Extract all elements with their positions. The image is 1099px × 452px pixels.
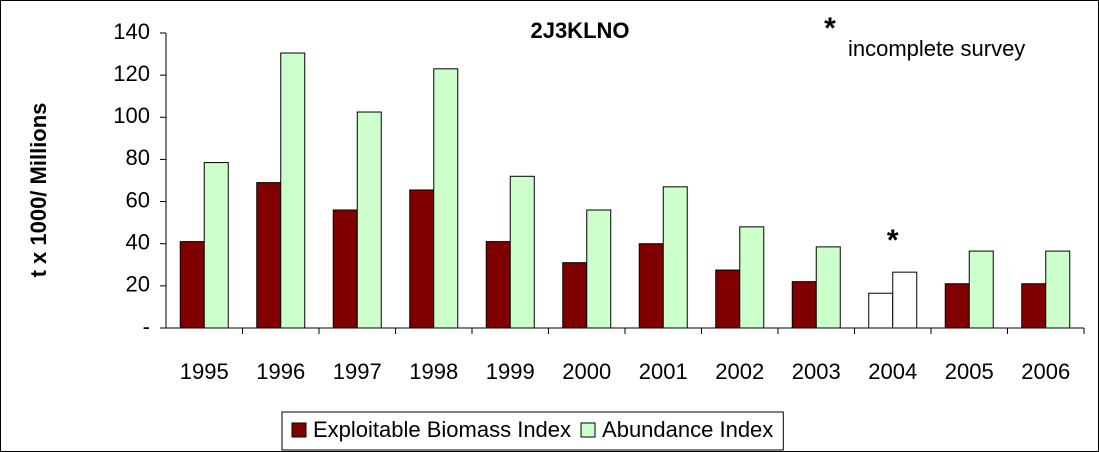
chart-title: 2J3KLNO xyxy=(530,18,629,43)
y-tick-label: 140 xyxy=(113,19,150,44)
bar xyxy=(356,111,382,329)
bar xyxy=(409,189,435,329)
bar xyxy=(203,162,229,329)
bar xyxy=(815,246,841,329)
bar xyxy=(485,241,511,329)
bar xyxy=(332,209,358,329)
y-tick-label: - xyxy=(143,314,150,339)
bar xyxy=(791,281,817,329)
legend-box xyxy=(281,411,784,451)
y-tick-label: 20 xyxy=(126,272,150,297)
x-tick-label: 2000 xyxy=(562,359,611,384)
x-tick-label: 2001 xyxy=(639,359,688,384)
bar xyxy=(892,271,918,329)
note-marker: * xyxy=(824,12,836,45)
y-tick-label: 120 xyxy=(113,61,150,86)
bar xyxy=(968,250,994,329)
y-tick-label: 80 xyxy=(126,145,150,170)
bar xyxy=(739,226,765,329)
bar xyxy=(638,243,664,329)
x-tick-label: 2006 xyxy=(1021,359,1070,384)
bar xyxy=(662,186,688,329)
bar xyxy=(509,175,535,329)
bar xyxy=(715,269,741,329)
x-tick-label: 1998 xyxy=(409,359,458,384)
legend-swatch xyxy=(291,422,307,438)
x-tick-label: 2002 xyxy=(715,359,764,384)
x-tick-label: 2003 xyxy=(792,359,841,384)
x-tick-label: 1999 xyxy=(486,359,535,384)
x-tick-label: 2004 xyxy=(868,359,917,384)
legend-label: Abundance Index xyxy=(602,417,773,442)
x-tick-label: 1995 xyxy=(180,359,229,384)
bar xyxy=(1021,283,1047,329)
bar xyxy=(1045,250,1071,329)
note-text: incomplete survey xyxy=(848,36,1025,61)
legend-swatch xyxy=(580,422,596,438)
y-tick-label: 40 xyxy=(126,230,150,255)
bar xyxy=(433,68,459,329)
x-tick-label: 1997 xyxy=(333,359,382,384)
bar xyxy=(562,262,588,329)
bar xyxy=(868,292,894,329)
y-tick-label: 100 xyxy=(113,103,150,128)
y-axis-label: t x 1000/ Millions xyxy=(26,103,51,278)
x-tick-label: 1996 xyxy=(256,359,305,384)
bar-annotation: * xyxy=(887,224,899,257)
bar xyxy=(280,52,306,329)
bar xyxy=(586,209,612,329)
y-tick-label: 60 xyxy=(126,187,150,212)
bar xyxy=(944,283,970,329)
x-tick-label: 2005 xyxy=(945,359,994,384)
bar xyxy=(179,241,205,329)
bar xyxy=(256,182,282,329)
legend-label: Exploitable Biomass Index xyxy=(313,417,571,442)
